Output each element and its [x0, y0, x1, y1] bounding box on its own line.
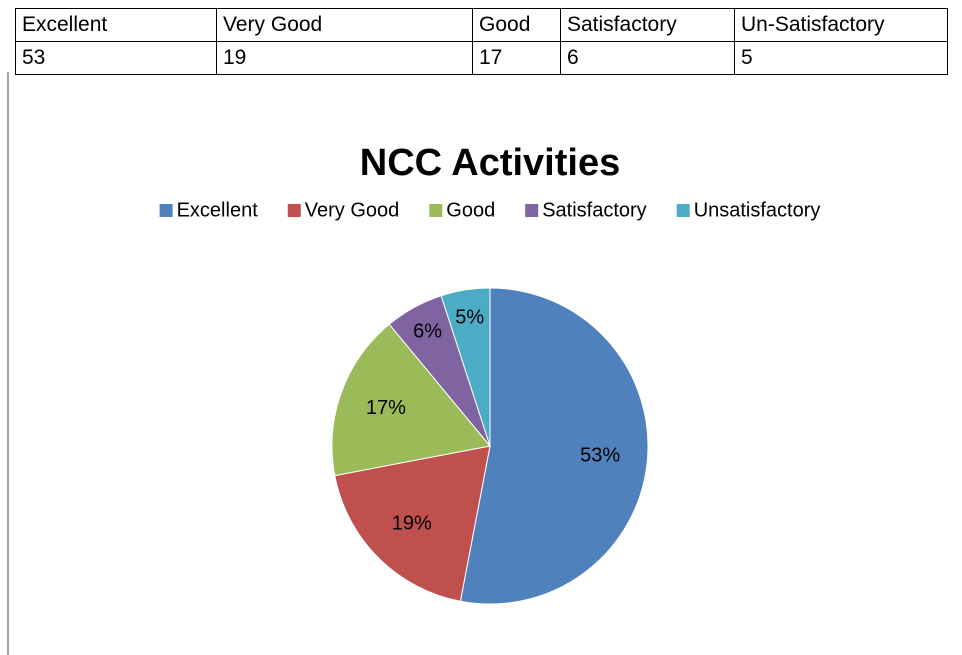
data-label: 5%	[455, 306, 484, 328]
header-cell: Satisfactory	[560, 8, 735, 42]
data-label: 6%	[413, 321, 442, 343]
pie-slice	[334, 445, 491, 602]
pie-slice	[459, 287, 649, 605]
legend-swatch	[676, 204, 690, 217]
chart: NCC Activities Excellent Very Good Good Sat…	[7, 72, 821, 655]
legend-swatch	[159, 204, 173, 217]
cell: 53	[15, 41, 217, 75]
legend-swatch	[287, 204, 301, 217]
header-row: Excellent Very Good Good Satisfactory Un…	[15, 8, 948, 42]
legend-label: Very Good	[305, 199, 400, 221]
pie-slice	[331, 323, 491, 477]
header-cell: Very Good	[216, 8, 473, 42]
legend-label: Unsatisfactory	[694, 199, 821, 221]
cell: 19	[216, 41, 473, 75]
legend-label: Excellent	[177, 199, 259, 221]
data-label: 53%	[580, 445, 620, 467]
header-cell: Excellent	[15, 8, 217, 42]
legend-label: Good	[446, 199, 495, 221]
data-table: Excellent Very Good Good Satisfactory Un…	[15, 8, 948, 75]
chart-title: NCC Activities	[360, 142, 620, 184]
cell: 6	[560, 41, 735, 75]
legend-swatch	[525, 204, 539, 217]
data-label: 19%	[392, 512, 432, 534]
legend-swatch	[429, 204, 443, 217]
legend-label: Satisfactory	[542, 199, 646, 221]
header-cell: Un-Satisfactory	[734, 8, 948, 42]
data-label: 17%	[366, 397, 406, 419]
cell: 5	[734, 41, 948, 75]
cell: 17	[472, 41, 561, 75]
header-cell: Good	[472, 8, 561, 42]
data-row: 53 19 17 6 5	[15, 41, 948, 75]
pie-slice	[440, 287, 491, 447]
